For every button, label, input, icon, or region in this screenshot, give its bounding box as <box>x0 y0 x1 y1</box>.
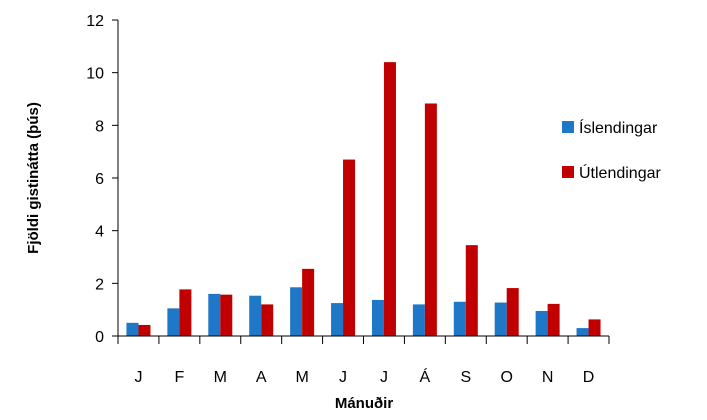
bar-utlendingar <box>302 268 315 336</box>
bar-islendingar <box>126 322 139 336</box>
legend-label-islendingar: Íslendingar <box>579 118 658 137</box>
bar-islendingar <box>290 287 303 336</box>
bar-islendingar <box>331 303 344 336</box>
axes <box>117 20 609 337</box>
bar-utlendingar <box>506 288 519 336</box>
bar-islendingar <box>576 328 589 336</box>
bar-utlendingar <box>465 245 478 336</box>
legend-label-utlendingar: Útlendingar <box>579 163 662 182</box>
x-tick-label: M <box>295 369 308 386</box>
bar-utlendingar <box>138 324 151 336</box>
bar-islendingar <box>412 304 425 336</box>
x-tick-label: J <box>380 369 388 386</box>
x-tick-label: Á <box>420 367 431 386</box>
y-tick-label: 12 <box>86 13 104 30</box>
bar-utlendingar <box>383 62 396 337</box>
x-tick-label: D <box>583 369 595 386</box>
x-tick-label: N <box>542 369 554 386</box>
legend-swatch-islendingar <box>562 121 574 133</box>
legend-swatch-utlendingar <box>562 166 574 178</box>
x-tick-label: F <box>174 369 184 386</box>
x-tick-label: M <box>214 369 227 386</box>
bar-islendingar <box>453 301 466 336</box>
y-tick-label: 10 <box>86 66 104 83</box>
x-tick-label: A <box>256 369 267 386</box>
bar-utlendingar <box>220 294 233 336</box>
x-tick-label: J <box>134 369 142 386</box>
bar-islendingar <box>371 299 384 336</box>
x-axis-title: Mánuðir <box>335 395 393 412</box>
y-tick-label: 2 <box>95 276 104 293</box>
bar-islendingar <box>167 308 180 336</box>
bar-utlendingar <box>261 304 274 336</box>
y-tick-label: 6 <box>95 171 104 188</box>
y-tick-label: 4 <box>95 224 104 241</box>
bar-islendingar <box>535 310 548 336</box>
x-tick-label: S <box>460 369 471 386</box>
y-axis-title: Fjöldi gistinátta (þús) <box>25 102 42 254</box>
bars-group <box>126 62 601 337</box>
bar-utlendingar <box>343 159 356 336</box>
bar-utlendingar <box>588 319 601 336</box>
bar-utlendingar <box>547 303 560 336</box>
bar-islendingar <box>249 295 262 336</box>
y-tick-label: 0 <box>95 329 104 346</box>
bar-islendingar <box>208 293 221 336</box>
legend: Íslendingar Útlendingar <box>562 118 662 182</box>
x-tick-label: O <box>500 369 512 386</box>
y-axis-ticks: 0 2 4 6 8 10 12 <box>86 13 118 346</box>
bar-utlendingar <box>424 103 437 336</box>
y-tick-label: 8 <box>95 118 104 135</box>
bar-islendingar <box>494 302 507 336</box>
bar-utlendingar <box>179 289 192 336</box>
x-tick-label: J <box>339 369 347 386</box>
